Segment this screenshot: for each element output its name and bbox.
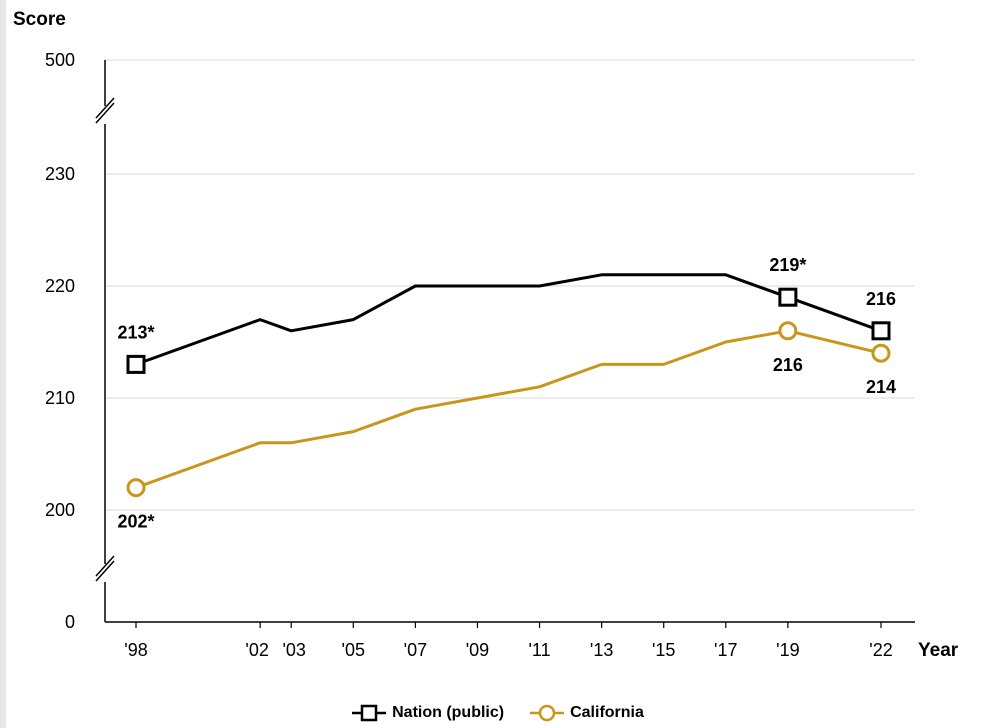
y-tick-label: 200	[45, 500, 75, 520]
data-point-marker	[871, 343, 891, 363]
legend-item-california: California	[530, 704, 644, 722]
y-tick-label: 500	[45, 50, 75, 70]
data-point-marker	[126, 478, 146, 498]
legend: Nation (public) California	[0, 704, 996, 722]
line-chart: Score Year 0 200 210 220 230 500 '98 '02 '03 '05 '…	[13, 9, 959, 661]
left-edge-strip	[0, 0, 6, 728]
y-axis-title: Score	[13, 9, 66, 30]
x-tick-label: '09	[466, 640, 489, 660]
x-tick-label: '03	[282, 640, 305, 660]
y-tick-label: 0	[65, 612, 75, 632]
x-tick-label: '15	[652, 640, 675, 660]
x-tick-label: '98	[124, 640, 147, 660]
data-label: 216	[866, 289, 896, 309]
circle-marker-icon	[530, 704, 565, 722]
x-axis-title: Year	[918, 640, 959, 661]
axis-break-mark	[95, 555, 115, 577]
x-tick-label: '22	[869, 640, 892, 660]
y-tick-label: 210	[45, 388, 75, 408]
legend-label-nation: Nation (public)	[392, 704, 505, 721]
x-tick-label: '02	[245, 640, 268, 660]
series-line-california	[135, 329, 882, 490]
x-tick-label: '13	[590, 640, 613, 660]
data-point-marker	[778, 321, 798, 341]
legend-item-nation: Nation (public)	[352, 704, 504, 722]
square-marker-icon	[352, 704, 387, 722]
axis-break-mark	[95, 102, 115, 124]
x-tick-label: '11	[528, 640, 550, 660]
x-tick-label: '05	[342, 640, 365, 660]
data-label: 213*	[117, 322, 154, 342]
data-point-marker	[126, 354, 146, 374]
y-tick-label: 220	[45, 276, 75, 296]
axis-break-mark	[95, 560, 115, 582]
data-label: 216	[773, 355, 803, 375]
data-label: 202*	[117, 512, 154, 532]
data-label: 219*	[769, 255, 806, 275]
x-tick-label: '17	[714, 640, 737, 660]
data-label: 214	[866, 377, 896, 397]
y-tick-label: 230	[45, 164, 75, 184]
legend-label-california: California	[570, 704, 644, 721]
x-tick-label: '07	[404, 640, 427, 660]
data-point-marker	[778, 287, 798, 307]
x-tick-label: '19	[776, 640, 799, 660]
series-line-nation	[135, 273, 882, 366]
data-point-marker	[871, 321, 891, 341]
axis-break-mark	[95, 97, 115, 119]
